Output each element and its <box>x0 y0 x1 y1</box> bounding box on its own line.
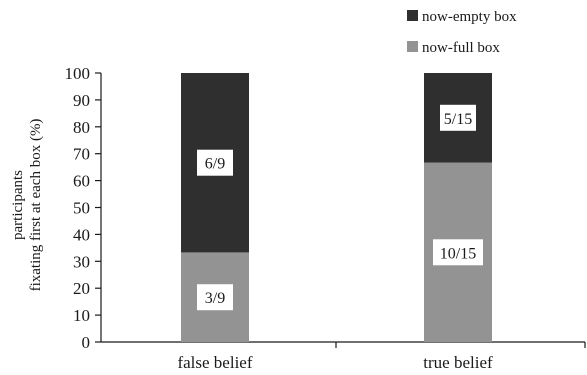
legend-label-now-empty-box: now-empty box <box>422 9 517 25</box>
data-label-box-false-belief-now-empty-box <box>197 149 233 176</box>
y-tick-label-100: 100 <box>65 64 91 83</box>
y-axis-title-line-2: fixating first at each box (%) <box>28 119 44 292</box>
x-tick-label-false-belief: false belief <box>177 353 252 372</box>
data-label-false-belief-now-full-box: 3/9 <box>205 290 225 307</box>
y-tick-label-40: 40 <box>73 225 90 244</box>
data-labels: 3/9 6/9 10/15 5/15 <box>197 104 483 311</box>
data-label-box-false-belief-now-full-box <box>197 284 233 311</box>
axes: 0 10 20 30 40 50 60 70 80 90 100 false belief true b… <box>65 64 586 372</box>
y-tick-label-60: 60 <box>73 172 90 191</box>
data-label-box-true-belief-now-full-box <box>433 239 483 266</box>
y-tick-label-0: 0 <box>82 333 91 352</box>
legend-swatch-now-full-box <box>407 41 418 52</box>
legend-label-now-full-box: now-full box <box>422 40 500 56</box>
y-axis-title-line-1: participants <box>10 170 26 240</box>
y-tick-label-30: 30 <box>73 252 90 271</box>
data-label-true-belief-now-full-box: 10/15 <box>440 245 476 262</box>
y-tick-label-10: 10 <box>73 306 90 325</box>
x-tick-label-true-belief: true belief <box>423 353 493 372</box>
y-axis-title: participants fixating first at each box (… <box>10 119 44 292</box>
data-label-box-true-belief-now-empty-box <box>440 104 476 131</box>
y-tick-label-50: 50 <box>73 199 90 218</box>
y-tick-label-80: 80 <box>73 118 90 137</box>
data-label-false-belief-now-empty-box: 6/9 <box>205 156 225 173</box>
data-label-true-belief-now-empty-box: 5/15 <box>444 111 472 128</box>
y-tick-label-20: 20 <box>73 279 90 298</box>
legend-swatch-now-empty-box <box>407 10 418 21</box>
y-tick-label-90: 90 <box>73 91 90 110</box>
legend: now-empty box now-full box <box>407 9 517 56</box>
y-tick-label-70: 70 <box>73 145 90 164</box>
